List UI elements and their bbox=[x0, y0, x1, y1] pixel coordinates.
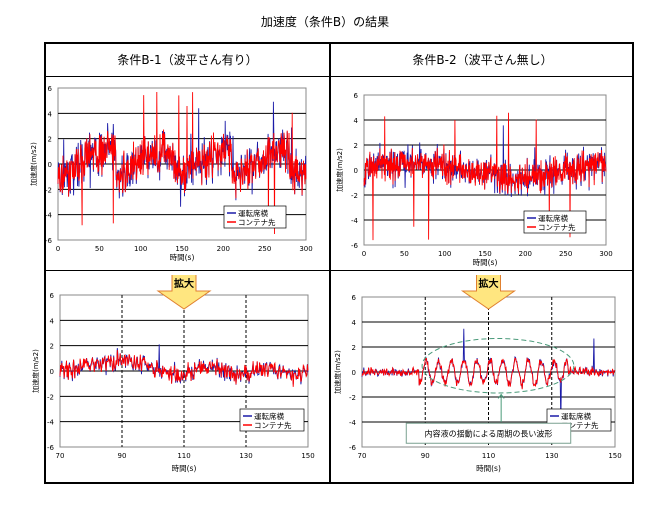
y-tick-label: -2 bbox=[349, 394, 356, 402]
x-tick-label: 90 bbox=[421, 452, 430, 460]
x-tick-label: 150 bbox=[175, 245, 188, 253]
chart-b2-full: -6 -4 -2 0 2 4 6 0 50 100 150 200 250 300 時間(s) 加速度(m/s… bbox=[335, 92, 613, 267]
series-line-container-front bbox=[363, 112, 607, 241]
x-tick-label: 70 bbox=[358, 452, 367, 460]
y-tick-label: 0 bbox=[48, 161, 52, 169]
x-tick-label: 100 bbox=[438, 250, 451, 258]
y-tick-label: -6 bbox=[47, 444, 55, 452]
legend-label: コンテナ先 bbox=[238, 217, 276, 227]
legend-label: 運転席横 bbox=[238, 208, 268, 218]
x-tick-label: 100 bbox=[134, 245, 147, 253]
legend-box bbox=[523, 210, 587, 234]
x-tick-label: 130 bbox=[239, 452, 252, 460]
y-tick-label: -4 bbox=[351, 217, 359, 225]
series-line-container-front bbox=[59, 350, 309, 387]
y-tick-label: -4 bbox=[45, 212, 53, 220]
header-b1: 条件B-1（波平さん有り） bbox=[46, 44, 329, 77]
arrow-down-icon bbox=[156, 275, 212, 310]
arrow-down-icon bbox=[460, 275, 517, 310]
x-tick-label: 200 bbox=[217, 245, 230, 253]
y-tick-label: 4 bbox=[48, 110, 53, 118]
legend-box bbox=[223, 205, 287, 229]
x-tick-label: 150 bbox=[608, 452, 621, 460]
y-tick-label: -2 bbox=[45, 186, 52, 194]
y-tick-label: 2 bbox=[352, 344, 356, 352]
annotation-text: 内容液の揺動による周期の長い波形 bbox=[425, 428, 553, 438]
y-tick-label: 0 bbox=[354, 167, 358, 175]
zoom-label: 拡大 bbox=[174, 277, 194, 290]
x-tick-label: 0 bbox=[362, 250, 366, 258]
chart-b1-zoom: -6 -4 -2 0 2 4 6 70 90 110 130 150 時間(s) 加速度(m/s2) 運転席… bbox=[31, 275, 315, 473]
series-line-container-front bbox=[361, 357, 616, 390]
y-axis-label: 加速度(m/s2) bbox=[333, 350, 342, 394]
legend-label: 運転席横 bbox=[538, 213, 568, 223]
y-axis-label: 加速度(m/s2) bbox=[31, 349, 40, 393]
y-tick-label: 0 bbox=[50, 368, 54, 376]
y-tick-label: -4 bbox=[349, 419, 357, 427]
row-divider bbox=[46, 270, 632, 271]
y-tick-label: 2 bbox=[354, 142, 358, 150]
highlight-ellipse bbox=[421, 338, 575, 394]
x-tick-label: 90 bbox=[118, 452, 127, 460]
x-tick-label: 150 bbox=[478, 250, 491, 258]
x-tick-label: 300 bbox=[299, 245, 312, 253]
x-tick-label: 300 bbox=[599, 250, 612, 258]
annotation-box bbox=[405, 422, 572, 444]
x-tick-label: 150 bbox=[301, 452, 314, 460]
x-tick-label: 70 bbox=[56, 452, 65, 460]
x-tick-label: 110 bbox=[482, 452, 495, 460]
x-axis-label: 時間(s) bbox=[172, 464, 197, 473]
legend-label: コンテナ先 bbox=[254, 420, 292, 430]
y-tick-label: 6 bbox=[354, 92, 359, 100]
y-axis-label: 加速度(m/s2) bbox=[335, 148, 344, 192]
legend-box bbox=[239, 408, 305, 432]
series-line-container-front bbox=[57, 91, 307, 235]
x-tick-label: 200 bbox=[519, 250, 532, 258]
chart-b1-full: -6 -4 -2 0 2 4 6 0 50 100 150 200 250 300 時間(s) 加速度(m/s… bbox=[29, 85, 313, 262]
y-tick-label: 0 bbox=[352, 369, 356, 377]
arrow-up-icon bbox=[497, 393, 505, 399]
y-tick-label: 6 bbox=[352, 294, 357, 302]
legend-label: 運転席横 bbox=[254, 411, 284, 421]
chart-b2-zoom: -6 -4 -2 0 2 4 6 70 90 110 130 150 時間(s) 加速度(m/s2) 運転席… bbox=[333, 275, 622, 473]
y-tick-label: 6 bbox=[50, 292, 55, 300]
x-tick-label: 0 bbox=[56, 245, 60, 253]
zoom-arrow: 拡大 bbox=[156, 275, 212, 310]
y-tick-label: 4 bbox=[354, 117, 359, 125]
x-tick-label: 50 bbox=[95, 245, 104, 253]
legend-label: 運転席横 bbox=[561, 411, 591, 421]
x-axis-label: 時間(s) bbox=[170, 253, 195, 262]
y-axis-label: 加速度(m/s2) bbox=[29, 142, 38, 186]
results-table: 条件B-1（波平さん有り） 条件B-2（波平さん無し） bbox=[44, 42, 634, 484]
y-tick-label: -6 bbox=[349, 444, 357, 452]
y-tick-label: -2 bbox=[47, 393, 54, 401]
y-tick-label: -4 bbox=[47, 419, 55, 427]
x-tick-label: 250 bbox=[258, 245, 271, 253]
page-title: 加速度（条件B）の結果 bbox=[260, 15, 390, 29]
x-tick-label: 50 bbox=[400, 250, 409, 258]
zoom-label: 拡大 bbox=[479, 277, 499, 290]
y-tick-label: -2 bbox=[351, 192, 358, 200]
header-b2: 条件B-2（波平さん無し） bbox=[331, 44, 634, 77]
y-tick-label: -6 bbox=[351, 242, 359, 250]
legend-label: コンテナ先 bbox=[561, 420, 599, 430]
x-tick-label: 250 bbox=[559, 250, 572, 258]
y-tick-label: 2 bbox=[48, 136, 52, 144]
legend-label: コンテナ先 bbox=[538, 222, 576, 232]
x-tick-label: 110 bbox=[177, 452, 190, 460]
y-tick-label: 4 bbox=[50, 317, 55, 325]
x-axis-label: 時間(s) bbox=[473, 258, 498, 267]
y-tick-label: -6 bbox=[45, 237, 53, 245]
column-divider bbox=[329, 44, 331, 482]
x-axis-label: 時間(s) bbox=[476, 464, 501, 473]
zoom-arrow: 拡大 bbox=[460, 275, 517, 310]
x-tick-label: 130 bbox=[545, 452, 558, 460]
y-tick-label: 2 bbox=[50, 343, 54, 351]
y-tick-label: 4 bbox=[352, 319, 357, 327]
y-tick-label: 6 bbox=[48, 85, 53, 93]
